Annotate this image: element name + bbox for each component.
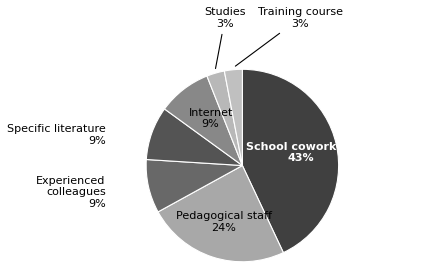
Wedge shape [207,71,243,165]
Text: Pedagogical staff
24%: Pedagogical staff 24% [176,211,272,233]
Text: Experienced
colleagues
9%: Experienced colleagues 9% [36,176,106,209]
Text: Specific literature
9%: Specific literature 9% [7,124,106,146]
Wedge shape [146,160,243,212]
Text: School coworkers
43%: School coworkers 43% [246,142,355,163]
Wedge shape [158,165,283,262]
Text: Internet
9%: Internet 9% [188,108,233,129]
Wedge shape [224,69,243,165]
Wedge shape [165,76,243,165]
Wedge shape [146,109,243,165]
Text: Studies
3%: Studies 3% [204,7,246,69]
Text: Training course
3%: Training course 3% [235,7,343,66]
Wedge shape [243,69,339,252]
